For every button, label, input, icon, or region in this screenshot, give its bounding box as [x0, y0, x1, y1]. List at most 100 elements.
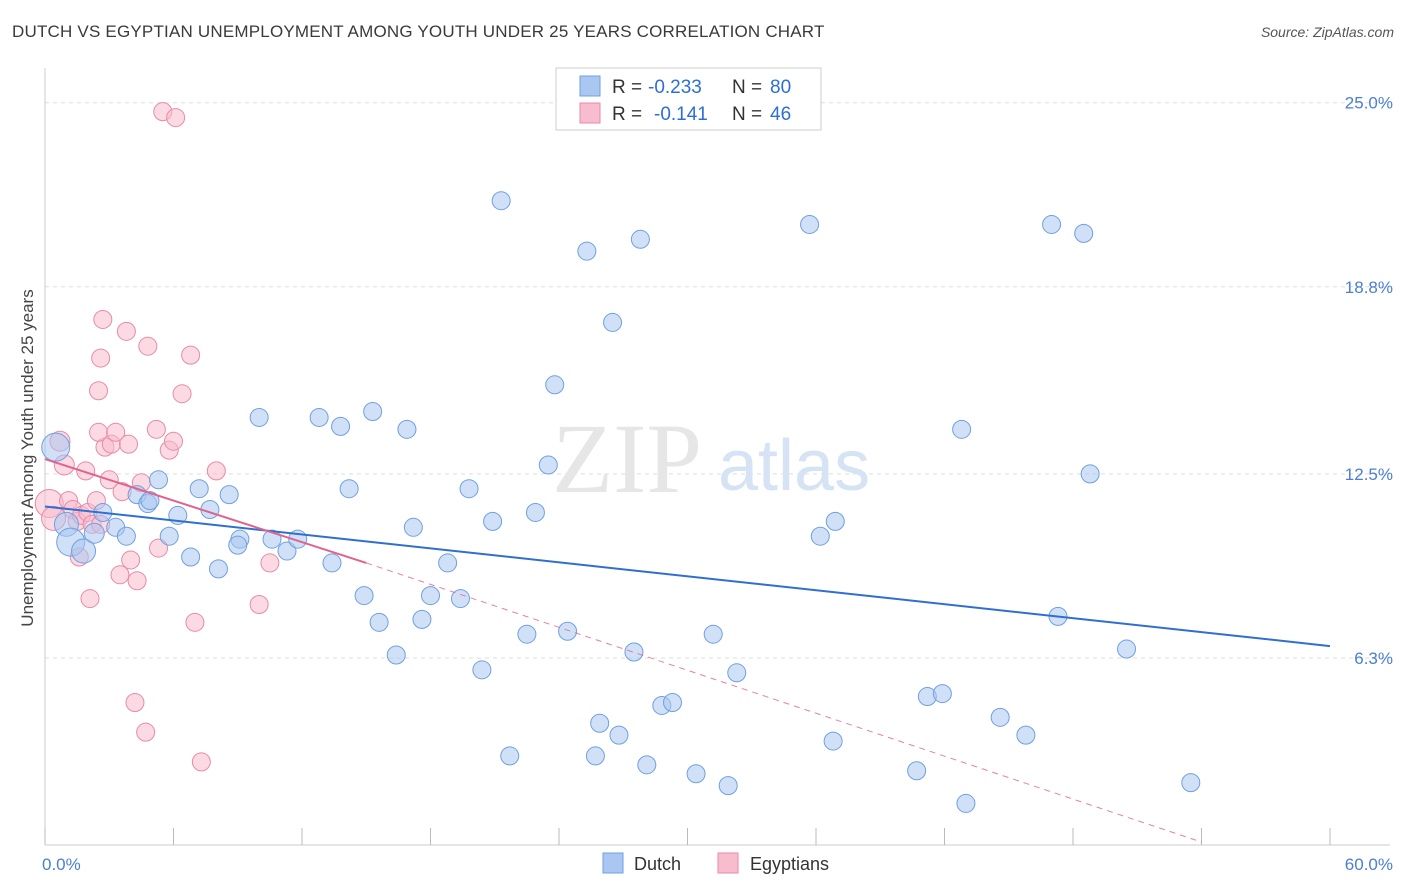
dutch-point [140, 491, 160, 511]
dutch-point [517, 624, 537, 644]
dutch-point [637, 755, 657, 775]
dutch-point [525, 502, 545, 522]
dutch-point [609, 725, 629, 745]
egyptians-point [119, 434, 139, 454]
egyptians-point [146, 419, 166, 439]
y-tick-label: 18.8% [1345, 278, 1393, 297]
egyptians-point [172, 384, 192, 404]
dutch-point [41, 432, 71, 462]
dutch-point [907, 761, 927, 781]
egyptians-point [127, 571, 147, 591]
dutch-point [339, 479, 359, 499]
dutch-point [603, 312, 623, 332]
dutch-point [159, 526, 179, 546]
bottom-legend-swatch-egyptians [717, 852, 739, 874]
x-tick-labels: 0.0% 60.0% [42, 855, 1393, 874]
egyptians-point [121, 550, 141, 570]
dutch-point [810, 526, 830, 546]
egyptians-point [164, 431, 183, 451]
dutch-point [386, 645, 406, 665]
dutch-point [727, 663, 747, 683]
bottom-legend-swatch-dutch [602, 852, 624, 874]
dutch-point [403, 517, 423, 537]
y-tick-label: 25.0% [1345, 94, 1393, 113]
dutch-point [663, 692, 683, 712]
legend-n-value-dutch: 80 [770, 77, 791, 98]
x-tick-label: 0.0% [42, 855, 81, 874]
bottom-legend-label-dutch: Dutch [634, 854, 681, 874]
egyptians-point [76, 461, 96, 481]
dutch-point [71, 538, 97, 564]
egyptians-points [34, 102, 280, 772]
dutch-point [590, 713, 610, 733]
dutch-point [249, 407, 269, 427]
egyptians-trend-extension [366, 562, 1202, 843]
dutch-point [450, 589, 470, 609]
egyptians-point [260, 553, 280, 573]
dutch-point [686, 764, 706, 784]
dutch-point [558, 621, 578, 641]
dutch-points [41, 191, 1201, 813]
legend-r-value-dutch: -0.233 [648, 77, 702, 98]
dutch-point [189, 479, 209, 499]
correlation-legend: R = -0.233 N = 80 R = -0.141 N = 46 [555, 67, 822, 131]
chart-title: DUTCH VS EGYPTIAN UNEMPLOYMENT AMONG YOU… [12, 22, 825, 41]
egyptians-point [206, 461, 226, 481]
dutch-point [369, 612, 389, 632]
egyptians-point [116, 321, 136, 341]
dutch-point [952, 419, 972, 439]
dutch-point [421, 586, 440, 606]
dutch-point [1181, 773, 1201, 793]
y-axis-label: Unemployment Among Youth under 25 years [18, 289, 37, 626]
dutch-point [1080, 464, 1100, 484]
egyptians-point [249, 595, 269, 615]
dutch-point [322, 553, 342, 573]
dutch-point [703, 624, 723, 644]
watermark-zip: ZIP [552, 403, 702, 514]
dutch-point [990, 707, 1010, 727]
dutch-point [932, 684, 952, 704]
egyptians-point [191, 752, 211, 772]
dutch-trend-line [44, 505, 1331, 648]
dutch-point [228, 535, 248, 555]
dutch-point [309, 407, 329, 427]
egyptians-point [93, 309, 113, 329]
dutch-point [545, 375, 565, 395]
dutch-point [116, 526, 136, 546]
egyptians-point [136, 722, 156, 742]
dutch-point [825, 511, 845, 531]
egyptians-point [106, 422, 126, 442]
y-tick-labels: 6.3% 12.5% 18.8% 25.0% [1345, 94, 1393, 668]
legend-r-label-egyptians: R = [612, 104, 642, 125]
dutch-point [956, 793, 976, 813]
dutch-point [459, 479, 479, 499]
dutch-point [208, 559, 228, 579]
legend-n-label-dutch: N = [732, 77, 762, 98]
dutch-point [585, 746, 605, 766]
legend-swatch-egyptians [579, 102, 601, 124]
dutch-point [331, 416, 351, 436]
egyptians-point [89, 381, 109, 401]
grid [45, 102, 1390, 659]
dutch-point [181, 547, 201, 567]
dutch-point [363, 402, 383, 422]
dutch-point [219, 485, 239, 505]
egyptians-point [80, 589, 100, 609]
dutch-point [438, 553, 458, 573]
dutch-point [1117, 639, 1137, 659]
dutch-point [1016, 725, 1036, 745]
legend-r-value-egyptians: -0.141 [654, 104, 708, 125]
watermark-atlas: atlas [718, 426, 870, 506]
egyptians-point [110, 565, 130, 585]
dutch-point [718, 776, 738, 796]
trend-lines [44, 458, 1331, 843]
egyptians-point [91, 348, 111, 368]
dutch-point [491, 191, 511, 211]
x-tick-label: 60.0% [1345, 855, 1393, 874]
legend-swatch-dutch [579, 75, 601, 97]
dutch-point [483, 511, 503, 531]
dutch-point [472, 660, 492, 680]
dutch-point [1042, 214, 1062, 234]
source-label: Source: ZipAtlas.com [1260, 24, 1394, 40]
